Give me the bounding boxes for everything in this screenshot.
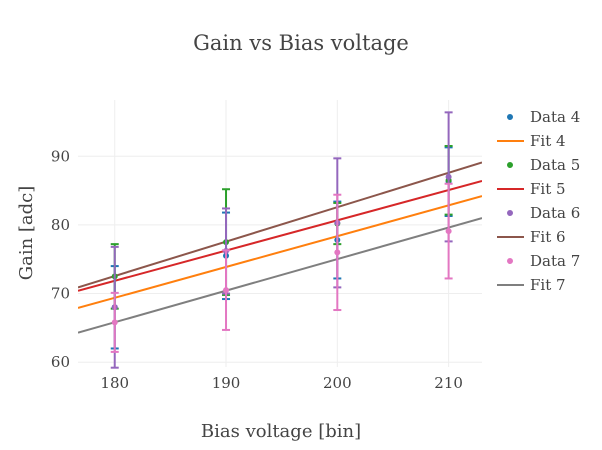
legend-label: Data 5 xyxy=(530,156,580,174)
y-tick-label: 60 xyxy=(51,353,70,371)
fit-line xyxy=(78,161,482,289)
legend-marker-swatch xyxy=(507,162,513,168)
legend-label: Fit 4 xyxy=(530,132,566,150)
x-tick-label: 210 xyxy=(434,374,463,392)
legend-label: Fit 6 xyxy=(530,228,566,246)
legend-label: Fit 7 xyxy=(530,276,566,294)
data-point xyxy=(445,173,452,180)
legend-item[interactable]: Data 6 xyxy=(507,204,580,222)
y-axis-title: Gain [adc] xyxy=(16,186,37,281)
legend-item[interactable]: Data 7 xyxy=(507,252,580,270)
legend-label: Data 7 xyxy=(530,252,580,270)
x-tick-label: 190 xyxy=(212,374,241,392)
legend-label: Data 4 xyxy=(530,108,580,126)
data-point xyxy=(445,228,452,235)
legend-item[interactable]: Fit 7 xyxy=(497,276,566,294)
data-point xyxy=(111,319,118,326)
legend[interactable]: Data 4 Fit 4 Data 5 Fit 5 Data 6 Fit 6 Data 7 F… xyxy=(497,108,580,294)
x-tick-label: 180 xyxy=(100,374,129,392)
fit-line xyxy=(78,217,482,334)
legend-label: Data 6 xyxy=(530,204,580,222)
y-tick-label: 70 xyxy=(51,285,70,303)
x-axis-title: Bias voltage [bin] xyxy=(201,421,361,442)
fit-lines xyxy=(78,161,482,334)
legend-item[interactable]: Fit 5 xyxy=(497,180,566,198)
legend-label: Fit 5 xyxy=(530,180,566,198)
legend-marker-swatch xyxy=(507,210,513,216)
data-point xyxy=(223,287,230,294)
tick-labels: 180 190 200 210 60 70 80 90 xyxy=(51,147,463,392)
y-tick-label: 90 xyxy=(51,147,70,165)
legend-item[interactable]: Data 5 xyxy=(507,156,580,174)
legend-marker-swatch xyxy=(507,258,513,264)
y-tick-label: 80 xyxy=(51,216,70,234)
legend-marker-swatch xyxy=(507,114,513,120)
data-point xyxy=(334,249,341,256)
legend-item[interactable]: Fit 4 xyxy=(497,132,566,150)
grid xyxy=(78,100,482,367)
fit-line xyxy=(78,195,482,309)
legend-item[interactable]: Data 4 xyxy=(507,108,580,126)
fit-line xyxy=(78,180,482,292)
legend-item[interactable]: Fit 6 xyxy=(497,228,566,246)
x-tick-label: 200 xyxy=(323,374,352,392)
chart-title: Gain vs Bias voltage xyxy=(193,31,409,55)
data-points xyxy=(110,111,453,369)
